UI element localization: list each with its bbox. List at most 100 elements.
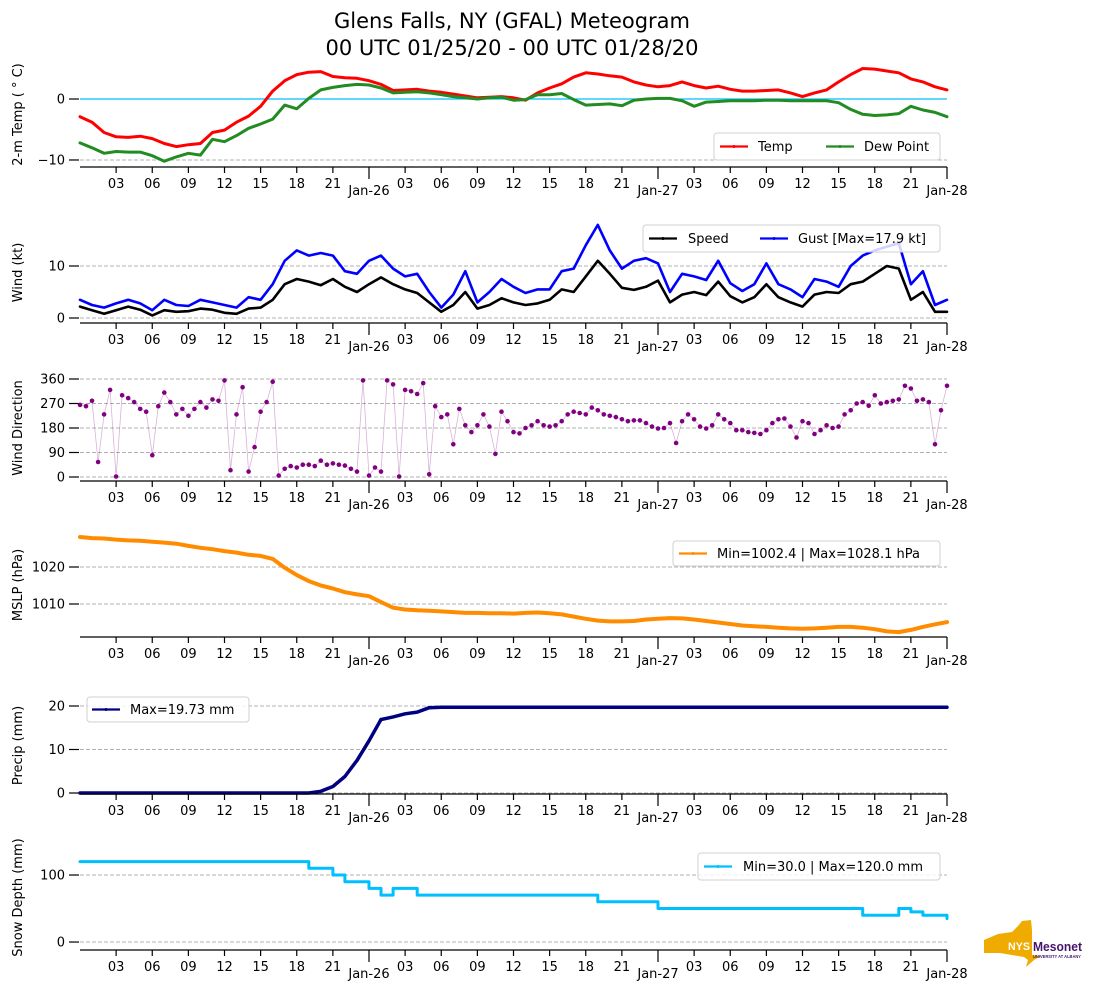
wind-direction-point (432, 403, 438, 409)
x-tick-label: 21 (325, 960, 342, 975)
wind-direction-point (721, 417, 727, 422)
x-tick-label: 21 (903, 647, 920, 662)
wind-direction-point (210, 397, 215, 402)
x-tick-label: 03 (397, 333, 414, 348)
x-tick-label: 03 (397, 647, 414, 662)
x-tick-label: 06 (433, 491, 450, 506)
wind-direction-point (348, 466, 354, 472)
x-tick-label: 15 (830, 647, 847, 662)
wind-direction-point (553, 423, 558, 428)
x-tick-label: 03 (397, 960, 414, 975)
precip-line (78, 705, 949, 795)
y-tick-label: 90 (48, 446, 65, 461)
wind-direction-point (101, 412, 107, 417)
x-date-label: Jan-28 (925, 654, 967, 669)
wind-direction-point (703, 426, 709, 431)
temperature-legend: Temp Dew Point (713, 132, 941, 161)
wind-direction-point (752, 430, 757, 436)
wind-direction-point (661, 425, 667, 431)
speed-line (78, 259, 949, 317)
wind-direction-point (866, 403, 871, 409)
wind-direction-point (204, 405, 209, 410)
wind-direction-point (300, 462, 306, 468)
wind-direction-point (366, 473, 372, 478)
wind-direction-point (162, 390, 167, 395)
x-tick-label: 18 (288, 491, 305, 506)
x-tick-label: 03 (397, 177, 414, 192)
wind-direction-point (113, 474, 119, 479)
x-tick-label: 18 (866, 647, 883, 662)
wind-direction-point (878, 401, 884, 406)
x-tick-label: 21 (614, 177, 631, 192)
wind-direction-point (306, 462, 312, 468)
wind-direction-point (318, 458, 324, 464)
wind-direction-point (914, 398, 920, 404)
x-tick-label: 06 (144, 177, 161, 192)
wind-direction-point (312, 463, 318, 469)
x-tick-label: 21 (903, 960, 920, 975)
x-tick-label: 15 (830, 333, 847, 348)
logo-mesonet-text: Mesonet (1033, 939, 1083, 954)
x-tick-label: 03 (108, 960, 125, 975)
precip-panel: Precip (mm) 0 10 20 03 06 09 12 15 18 21 Jan-26 03 06… (11, 696, 968, 826)
legend-marker (732, 145, 736, 148)
wind-direction-point (890, 398, 896, 404)
wind-direction-point (559, 418, 564, 424)
x-tick-label: 06 (433, 804, 450, 819)
wind-direction-point (764, 427, 769, 433)
wind-direction-point (445, 412, 450, 417)
x-tick-label: 21 (325, 333, 342, 348)
x-tick-label: 06 (722, 804, 739, 819)
x-tick-label: 18 (288, 960, 305, 975)
wind-direction-point (511, 429, 516, 435)
wind-direction-point (186, 413, 191, 419)
x-date-label: Jan-26 (347, 967, 389, 982)
wind-direction-point (932, 442, 938, 447)
legend-box (697, 852, 941, 881)
x-tick-label: 06 (722, 647, 739, 662)
x-tick-label: 18 (288, 647, 305, 662)
wind-direction-point (228, 467, 233, 473)
x-tick-label: 15 (252, 804, 269, 819)
wind-direction-point (408, 389, 414, 394)
logo-nys-text: NYS (1008, 941, 1030, 953)
snow-depth-panel: Snow Depth (mm) 0 100 03 06 09 12 15 18 21 Jan-26 0… (11, 838, 968, 982)
wind-direction-point (420, 380, 426, 386)
x-tick-label: 18 (866, 333, 883, 348)
x-tick-label: 03 (108, 333, 125, 348)
x-tick-label: 21 (325, 804, 342, 819)
x-tick-label: 06 (144, 491, 161, 506)
wind-direction-point (649, 424, 655, 429)
mslp-y-axis-label: MSLP (hPa) (11, 549, 26, 621)
x-tick-label: 03 (686, 333, 703, 348)
x-tick-label: 21 (325, 177, 342, 192)
wind-direction-point (824, 423, 829, 428)
y-tick-label: 0 (57, 936, 65, 951)
x-tick-label: 21 (325, 647, 342, 662)
wind-direction-point (378, 469, 384, 474)
wind-direction-point (734, 427, 739, 433)
x-tick-label: 15 (830, 491, 847, 506)
wind-panel: Wind (kt) 0 10 03 06 09 12 15 18 21 Jan-26 03 06 09 12… (11, 223, 968, 355)
x-tick-label: 09 (180, 491, 197, 506)
x-tick-label: 12 (505, 177, 522, 192)
x-tick-label: 06 (722, 177, 739, 192)
wind-direction-point (535, 418, 540, 424)
wind-direction-point (794, 435, 799, 440)
wind-direction-point (643, 420, 649, 426)
wind-direction-point (667, 420, 673, 426)
x-tick-label: 09 (180, 177, 197, 192)
wind-direction-point (426, 472, 432, 477)
wind-direction-point (451, 442, 456, 447)
wind-direction-point (619, 417, 625, 422)
y-tick-label: 10 (48, 743, 65, 758)
x-tick-label: 06 (433, 333, 450, 348)
x-tick-label: 12 (216, 804, 233, 819)
wind-direction-point (246, 469, 251, 474)
x-date-label: Jan-28 (925, 184, 967, 199)
wind-direction-point (107, 387, 113, 393)
x-tick-label: 15 (252, 333, 269, 348)
snow-depth-line (78, 860, 949, 921)
x-tick-label: 06 (144, 333, 161, 348)
